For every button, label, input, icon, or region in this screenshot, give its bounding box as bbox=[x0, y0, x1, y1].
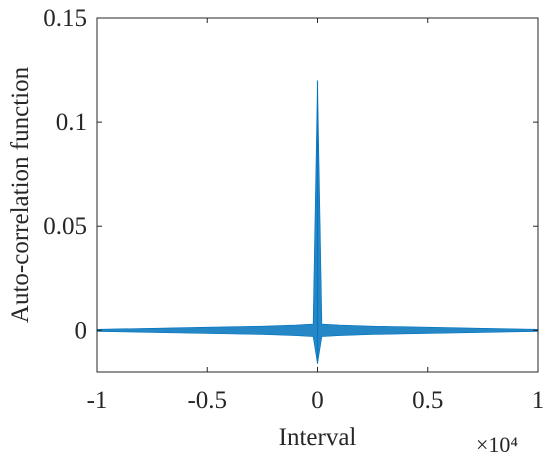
x-tick-label: -0.5 bbox=[187, 387, 227, 414]
x-tick-label: 0.5 bbox=[412, 387, 443, 414]
y-axis-label: Auto-correlation function bbox=[7, 66, 34, 323]
x-tick-label: -1 bbox=[87, 387, 108, 414]
x-tick-label: 0 bbox=[311, 387, 324, 414]
x-axis-multiplier: ×10⁴ bbox=[476, 432, 518, 457]
y-tick-label: 0.05 bbox=[43, 213, 87, 240]
y-tick-label: 0 bbox=[75, 317, 88, 344]
data-layer bbox=[96, 80, 539, 364]
x-tick-label: 1 bbox=[532, 387, 545, 414]
x-axis-label: Interval bbox=[279, 424, 357, 451]
y-tick-label: 0.1 bbox=[56, 109, 87, 136]
y-tick-label: 0.15 bbox=[43, 5, 87, 32]
axes-layer: -1 -0.5 0 0.5 1 0 0.05 0.1 0.15 bbox=[43, 5, 544, 414]
labels-layer: Interval Auto-correlation function ×10⁴ bbox=[7, 66, 518, 457]
